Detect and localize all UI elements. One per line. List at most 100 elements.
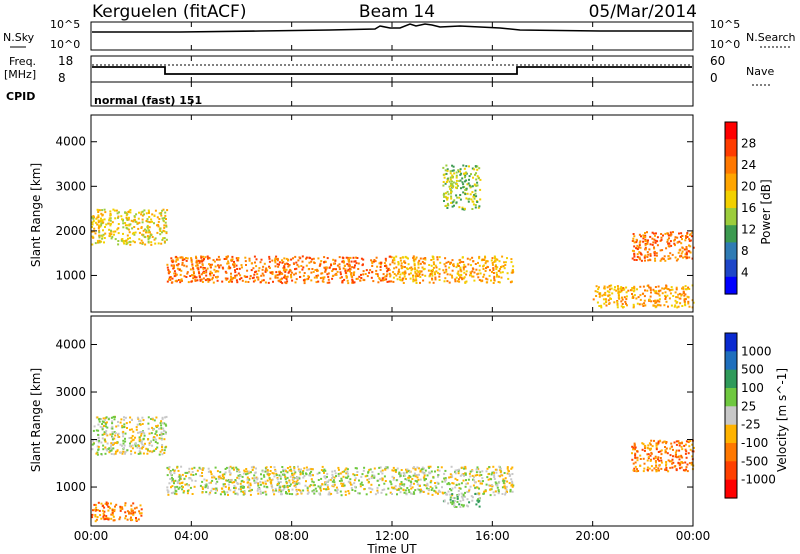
scatter-cell: [439, 261, 442, 264]
scatter-cell: [289, 468, 292, 471]
scatter-cell: [677, 455, 680, 458]
scatter-cell: [350, 272, 353, 275]
scatter-cell: [286, 486, 289, 489]
scatter-cell: [271, 478, 274, 481]
scatter-cell: [343, 484, 346, 487]
scatter-cell: [371, 488, 374, 491]
scatter-cell: [685, 251, 688, 254]
scatter-cell: [123, 416, 125, 419]
scatter-cell: [649, 448, 652, 451]
scatter-cell: [493, 275, 496, 278]
scatter-cell: [254, 471, 257, 474]
scatter-cell: [672, 461, 675, 464]
scatter-cell: [684, 448, 687, 451]
scatter-cell: [469, 470, 472, 473]
scatter-cell: [646, 231, 648, 234]
scatter-cell: [240, 490, 243, 493]
scatter-cell: [406, 487, 409, 489]
scatter-cell: [671, 288, 674, 291]
scatter-cell: [236, 493, 239, 496]
scatter-cell: [412, 278, 415, 281]
colorbar-swatch: [725, 333, 737, 352]
scatter-cell: [250, 269, 253, 272]
scatter-cell: [117, 240, 120, 242]
scatter-cell: [288, 481, 291, 484]
scatter-cell: [634, 452, 637, 455]
scatter-cell: [156, 442, 159, 445]
scatter-cell: [162, 429, 165, 432]
scatter-cell: [416, 480, 419, 483]
scatter-cell: [446, 196, 449, 199]
scatter-cell: [335, 486, 338, 489]
scatter-cell: [643, 299, 646, 302]
scatter-cell: [170, 259, 173, 262]
scatter-cell: [228, 466, 231, 469]
scatter-cell: [632, 448, 635, 451]
scatter-cell: [434, 490, 437, 493]
scatter-cell: [202, 255, 205, 258]
scatter-cell: [138, 510, 141, 513]
scatter-cell: [653, 254, 656, 257]
scatter-cell: [194, 479, 197, 482]
scatter-cell: [395, 479, 398, 482]
scatter-cell: [428, 269, 431, 272]
scatter-cell: [595, 295, 598, 297]
scatter-cell: [244, 280, 247, 283]
scatter-cell: [156, 446, 159, 449]
scatter-cell: [191, 479, 194, 482]
scatter-cell: [485, 267, 487, 270]
scatter-cell: [471, 167, 474, 170]
scatter-cell: [361, 264, 364, 267]
scatter-cell: [401, 483, 404, 486]
scatter-cell: [122, 432, 124, 435]
scatter-cell: [220, 477, 223, 480]
scatter-cell: [275, 255, 278, 258]
scatter-cell: [128, 421, 131, 424]
scatter-cell: [430, 264, 433, 267]
scatter-cell: [140, 508, 143, 511]
scatter-cell: [396, 278, 399, 281]
scatter-cell: [272, 280, 274, 283]
scatter-cell: [484, 270, 487, 272]
scatter-cell: [434, 484, 437, 487]
scatter-cell: [470, 185, 473, 188]
scatter-cell: [638, 233, 641, 236]
scatter-cell: [253, 474, 256, 477]
scatter-cell: [105, 416, 108, 419]
scatter-cell: [419, 281, 421, 284]
scatter-cell: [475, 468, 478, 471]
scatter-cell: [471, 200, 474, 203]
scatter-cell: [660, 449, 663, 452]
scatter-cell: [179, 476, 182, 479]
scatter-cell: [452, 175, 454, 178]
scatter-cell: [185, 483, 188, 486]
scatter-cell: [206, 485, 209, 488]
scatter-cell: [206, 487, 209, 489]
scatter-cell: [508, 482, 511, 485]
scatter-cell: [688, 256, 691, 259]
scatter-cell: [275, 472, 278, 475]
scatter-cell: [343, 278, 346, 281]
scatter-cell: [639, 464, 642, 467]
scatter-cell: [137, 417, 140, 420]
scatter-cell: [610, 284, 613, 287]
scatter-cell: [447, 502, 450, 505]
scatter-cell: [103, 237, 106, 239]
scatter-cell: [98, 420, 101, 423]
scatter-cell: [478, 269, 481, 272]
scatter-cell: [284, 270, 287, 273]
scatter-cell: [285, 482, 288, 485]
scatter-cell: [365, 269, 368, 272]
scatter-cell: [649, 459, 652, 462]
scatter-cell: [432, 261, 435, 264]
scatter-cell: [112, 208, 115, 211]
scatter-cell: [167, 468, 170, 471]
scatter-cell: [407, 489, 410, 491]
scatter-cell: [330, 264, 333, 267]
scatter-cell: [306, 278, 309, 281]
scatter-cell: [423, 474, 426, 477]
scatter-cell: [278, 261, 281, 264]
scatter-cell: [660, 258, 663, 261]
scatter-cell: [102, 504, 104, 507]
scatter-cell: [152, 428, 155, 431]
